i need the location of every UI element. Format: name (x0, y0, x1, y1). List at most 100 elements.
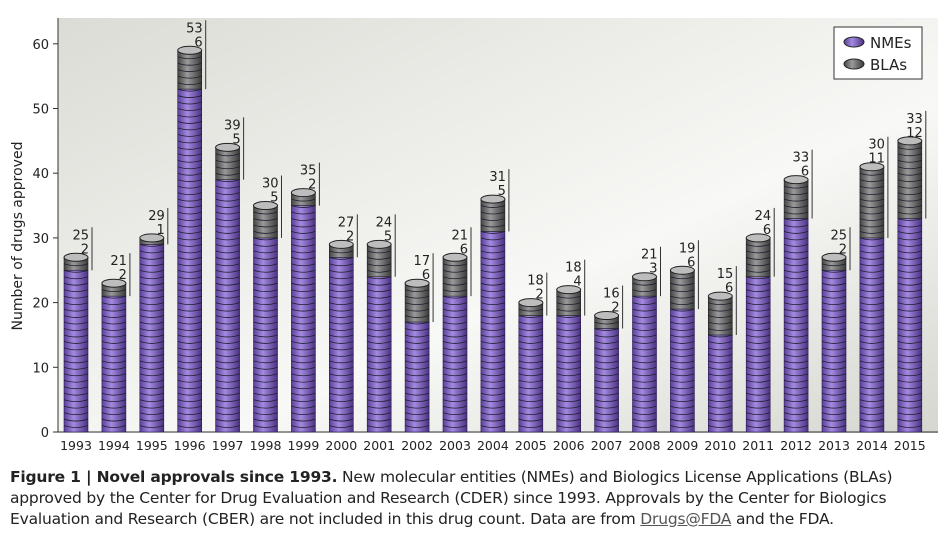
disc-edge (63, 263, 89, 267)
disc-edge (897, 198, 922, 202)
disc-edge (783, 224, 809, 228)
bar-segment-blas (670, 269, 695, 310)
disc-edge (708, 334, 733, 338)
disc-edge (859, 315, 885, 318)
disc-edge (480, 302, 506, 305)
disc-edge (746, 276, 771, 280)
disc-edge (291, 269, 316, 273)
x-tick-label: 2013 (818, 438, 850, 453)
disc-edge (215, 185, 240, 189)
disc-edge (177, 159, 202, 163)
bar-top-cap (669, 265, 695, 275)
disc-edge (442, 308, 468, 312)
bar-top-cap (101, 278, 127, 288)
disc-edge (480, 218, 506, 221)
disc-edge (177, 121, 202, 124)
disc-edge (897, 146, 922, 150)
disc-edge (670, 418, 695, 422)
x-tick-label: 2011 (742, 438, 774, 453)
disc-edge (746, 425, 771, 428)
disc-edge (367, 386, 392, 390)
disc-edge (177, 341, 202, 344)
disc-edge (404, 302, 430, 305)
bar-segment-nmes (707, 334, 733, 433)
disc-edge (177, 75, 202, 79)
disc-edge (215, 205, 240, 208)
disc-edge (215, 405, 240, 409)
disc-edge (442, 347, 468, 351)
disc-edge (632, 347, 657, 351)
disc-edge (101, 328, 127, 331)
disc-edge (139, 269, 164, 273)
disc-edge (291, 308, 316, 312)
disc-edge (253, 269, 278, 273)
disc-edge (670, 308, 695, 312)
disc-edge (746, 256, 771, 260)
disc-edge (253, 341, 278, 344)
disc-edge (859, 302, 885, 305)
disc-edge (177, 399, 202, 403)
disc-edge (859, 282, 885, 286)
disc-edge (253, 392, 278, 396)
bar-top-cap (290, 188, 316, 198)
disc-edge (139, 418, 164, 422)
disc-edge (442, 399, 468, 403)
disc-edge (670, 360, 695, 364)
disc-edge (291, 231, 316, 234)
disc-edge (215, 347, 240, 351)
disc-edge (291, 399, 316, 403)
disc-edge (139, 315, 164, 318)
disc-edge (291, 243, 316, 247)
disc-edge (670, 328, 695, 331)
disc-edge (632, 412, 657, 415)
disc-edge (253, 399, 278, 403)
disc-edge (783, 308, 809, 312)
disc-edge (215, 412, 240, 415)
disc-edge (215, 315, 240, 318)
data-label-nmes: 18 (527, 274, 544, 289)
disc-edge (253, 302, 278, 305)
disc-edge (859, 192, 885, 196)
disc-edge (480, 379, 506, 383)
disc-edge (670, 289, 695, 293)
disc-edge (177, 146, 202, 150)
disc-edge (63, 418, 89, 422)
disc-edge (215, 231, 240, 234)
disc-edge (859, 418, 885, 422)
x-tick-label: 1996 (174, 438, 206, 453)
disc-edge (329, 256, 354, 260)
disc-edge (177, 392, 202, 396)
disc-edge (518, 366, 543, 370)
data-label-blas: 2 (346, 229, 354, 244)
disc-edge (177, 114, 202, 118)
disc-edge (480, 211, 506, 215)
disc-edge (821, 392, 847, 396)
bar-top-cap (594, 311, 620, 321)
bar-top-cap (480, 194, 506, 204)
disc-edge (859, 353, 885, 357)
x-tick-label: 1995 (136, 438, 168, 453)
disc-edge (859, 276, 885, 280)
disc-edge (897, 276, 922, 280)
disc-edge (859, 218, 885, 221)
disc-edge (215, 302, 240, 305)
disc-edge (442, 328, 468, 331)
data-label-blas: 6 (422, 268, 430, 283)
disc-edge (783, 211, 809, 215)
data-label-blas: 2 (611, 301, 619, 316)
disc-edge (253, 315, 278, 318)
drugs-fda-link[interactable]: Drugs@FDA (640, 510, 732, 528)
disc-edge (632, 392, 657, 396)
disc-edge (480, 373, 506, 377)
disc-edge (442, 315, 468, 318)
disc-edge (63, 289, 89, 293)
disc-edge (253, 353, 278, 357)
disc-edge (329, 360, 354, 364)
disc-edge (329, 289, 354, 293)
bar-segment-nmes (556, 315, 582, 433)
disc-edge (594, 341, 619, 344)
data-label-blas: 6 (725, 281, 733, 296)
bar-segment-nmes (177, 88, 202, 433)
disc-edge (215, 341, 240, 344)
disc-edge (821, 282, 847, 286)
